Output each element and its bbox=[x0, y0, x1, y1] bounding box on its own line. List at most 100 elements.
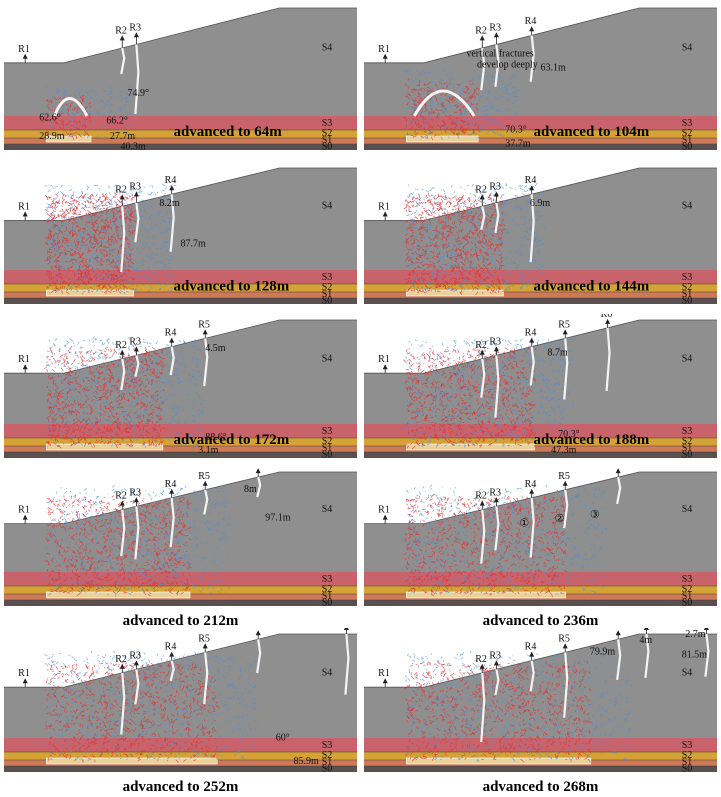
layer-label-s1: S1 bbox=[682, 135, 693, 146]
marker-label: R1 bbox=[378, 354, 390, 365]
marker-r5: R5 bbox=[558, 633, 570, 653]
marker-label: R5 bbox=[558, 471, 570, 482]
stratum-s0 bbox=[4, 766, 357, 772]
surface-crack bbox=[563, 338, 569, 400]
marker-label: R5 bbox=[198, 633, 210, 644]
marker-label: R4 bbox=[165, 479, 177, 490]
layer-label-s1: S1 bbox=[682, 289, 693, 300]
layer-label-s4: S4 bbox=[682, 504, 693, 515]
panel-caption: advanced to 268m bbox=[483, 779, 599, 794]
stratum-s3 bbox=[4, 424, 357, 438]
marker-label: R2 bbox=[475, 654, 487, 665]
dimension-label: 8.7m bbox=[548, 347, 569, 358]
dimension-label: 88.6° bbox=[205, 432, 227, 443]
marker-label: R3 bbox=[489, 336, 501, 347]
stratum-s2 bbox=[4, 438, 357, 446]
surface-crack bbox=[529, 346, 535, 386]
goaf-zone bbox=[46, 757, 218, 765]
marker-label: R1 bbox=[378, 668, 390, 679]
dimension-label: 8.2m bbox=[159, 198, 180, 209]
dimension-label: 4m bbox=[639, 635, 652, 646]
goaf-zone bbox=[406, 757, 592, 765]
layer-label-s4: S4 bbox=[682, 667, 693, 678]
stratum-s0 bbox=[364, 144, 717, 150]
surface-crack bbox=[480, 205, 486, 230]
stratum-s0 bbox=[4, 452, 357, 458]
rock-layer-s4 bbox=[4, 8, 357, 116]
surface-crack bbox=[494, 506, 500, 551]
surface-crack bbox=[134, 506, 140, 560]
layer-label-s4: S4 bbox=[322, 504, 333, 515]
dimension-label: 6.9m bbox=[530, 198, 551, 209]
layer-label-s2: S2 bbox=[682, 436, 693, 447]
surface-crack bbox=[134, 669, 140, 705]
marker-label: R1 bbox=[378, 505, 390, 516]
marker-r2: R2 bbox=[475, 491, 487, 510]
marker-r2: R2 bbox=[475, 184, 487, 207]
marker-label: R5 bbox=[198, 319, 210, 330]
layer-label-s4: S4 bbox=[682, 201, 693, 212]
marker-label: R6 bbox=[251, 466, 263, 469]
stratum-s2 bbox=[364, 130, 717, 138]
goaf-zone bbox=[406, 289, 504, 297]
layer-label-s0: S0 bbox=[682, 764, 693, 775]
layer-label-s0: S0 bbox=[322, 598, 333, 609]
stratum-s3 bbox=[364, 424, 717, 438]
panel-caption: advanced to 252m bbox=[123, 779, 239, 794]
layer-label-s1: S1 bbox=[322, 443, 333, 454]
panel-caption: advanced to 104m bbox=[533, 124, 649, 140]
panel-caption: advanced to 144m bbox=[533, 278, 649, 294]
fracture-cloud bbox=[403, 484, 608, 597]
marker-label: R3 bbox=[129, 22, 141, 33]
marker-r2: R2 bbox=[115, 491, 127, 510]
fracture-cloud bbox=[44, 336, 204, 449]
marker-label: R4 bbox=[165, 642, 177, 653]
marker-label: R3 bbox=[129, 181, 141, 192]
marker-label: R4 bbox=[525, 479, 537, 490]
surface-crack bbox=[256, 639, 262, 674]
annotation-text: develop deeply bbox=[477, 59, 538, 70]
panel-caption: advanced to 128m bbox=[173, 278, 289, 294]
marker-label: R3 bbox=[489, 181, 501, 192]
surface-crack bbox=[529, 194, 535, 263]
dimension-label: 81.5m bbox=[682, 650, 708, 661]
annotation-text: ① bbox=[519, 517, 529, 529]
marker-r1: R1 bbox=[378, 354, 390, 374]
marker-label: R6 bbox=[251, 628, 263, 631]
layer-label-s1: S1 bbox=[322, 591, 333, 602]
fracture-cloud bbox=[43, 484, 232, 597]
marker-r1: R1 bbox=[378, 44, 390, 63]
stratum-s0 bbox=[4, 600, 357, 606]
marker-r1: R1 bbox=[18, 201, 30, 221]
stratum-s3 bbox=[364, 116, 717, 130]
surface-crack bbox=[494, 355, 500, 418]
dimension-label: 40.3m bbox=[120, 141, 145, 152]
surface-crack bbox=[169, 194, 175, 252]
layer-label-s3: S3 bbox=[322, 118, 333, 129]
dimension-label: 60° bbox=[276, 732, 290, 743]
marker-label: R3 bbox=[489, 650, 501, 661]
panel-p64: R1 R2 R3 S4 S3 S2 S1 S0 62.6° 74.9° 66.2° 28.9m 27.7… bbox=[4, 2, 357, 154]
layer-label-s2: S2 bbox=[682, 282, 693, 293]
marker-r1: R1 bbox=[18, 44, 30, 63]
marker-r3: R3 bbox=[129, 487, 141, 507]
marker-label: R2 bbox=[115, 491, 127, 502]
layer-label-s3: S3 bbox=[682, 118, 693, 129]
marker-r2: R2 bbox=[115, 25, 127, 48]
layer-label-s3: S3 bbox=[682, 272, 693, 283]
marker-r1: R1 bbox=[18, 354, 30, 374]
surface-crack bbox=[120, 47, 126, 75]
surface-crack bbox=[529, 497, 535, 558]
marker-r2: R2 bbox=[115, 184, 127, 207]
marker-label: R1 bbox=[18, 668, 30, 679]
marker-r4: R4 bbox=[165, 328, 176, 347]
surface-crack bbox=[256, 476, 262, 498]
surface-crack bbox=[203, 338, 209, 387]
layer-label-s3: S3 bbox=[322, 740, 333, 751]
stratum-s3 bbox=[364, 572, 717, 586]
marker-r3: R3 bbox=[489, 487, 501, 507]
marker-r4: R4 bbox=[525, 479, 537, 498]
